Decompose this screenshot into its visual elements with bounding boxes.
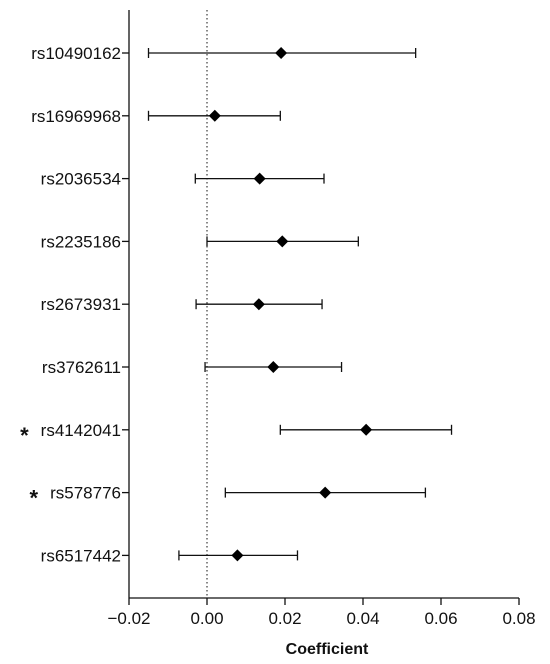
x-tick-label: −0.02 — [107, 609, 150, 628]
significance-marker: * — [30, 486, 39, 511]
forest-row: rs2235186 — [41, 232, 359, 251]
x-tick-label: 0.06 — [424, 609, 457, 628]
forest-row: rs4142041 * — [20, 421, 453, 448]
forest-row: rs10490162 — [31, 44, 417, 63]
forest-row: rs16969968 — [31, 107, 281, 126]
row-label: rs2235186 — [41, 232, 121, 251]
estimate-point — [275, 47, 288, 59]
estimate-point — [231, 549, 244, 562]
estimate-point — [208, 109, 221, 122]
row-label: rs2673931 — [41, 295, 121, 314]
estimate-point — [276, 235, 289, 248]
estimate-point — [253, 172, 266, 185]
row-label: rs578776 — [50, 484, 121, 503]
estimate-point — [360, 423, 373, 436]
forest-row: rs2673931 — [41, 295, 323, 314]
estimate-point — [252, 298, 265, 311]
row-label: rs2036534 — [41, 170, 121, 189]
x-tick-label: 0.04 — [346, 609, 379, 628]
estimate-point — [319, 486, 332, 499]
significance-marker: * — [20, 423, 29, 448]
row-label: rs10490162 — [31, 44, 121, 63]
x-tick-label: 0.08 — [502, 609, 535, 628]
row-label: rs16969968 — [31, 107, 121, 126]
forest-row: rs2036534 — [41, 170, 325, 189]
forest-row: rs6517442 — [41, 546, 299, 565]
rows: rs10490162 rs16969968 rs2036534 rs2235186 rs… — [20, 44, 453, 565]
x-tick-label: 0.02 — [268, 609, 301, 628]
forest-row: rs578776 * — [30, 484, 427, 511]
axes: −0.02 0.00 0.02 0.04 0.06 0.08 — [107, 10, 536, 628]
x-axis-title: Coefficient — [286, 641, 369, 658]
x-tick-label: 0.00 — [190, 609, 223, 628]
estimate-point — [267, 361, 280, 373]
forest-row: rs3762611 — [42, 358, 343, 377]
row-label: rs3762611 — [42, 358, 121, 377]
row-label: rs6517442 — [41, 546, 121, 565]
row-label: rs4142041 — [41, 421, 121, 440]
